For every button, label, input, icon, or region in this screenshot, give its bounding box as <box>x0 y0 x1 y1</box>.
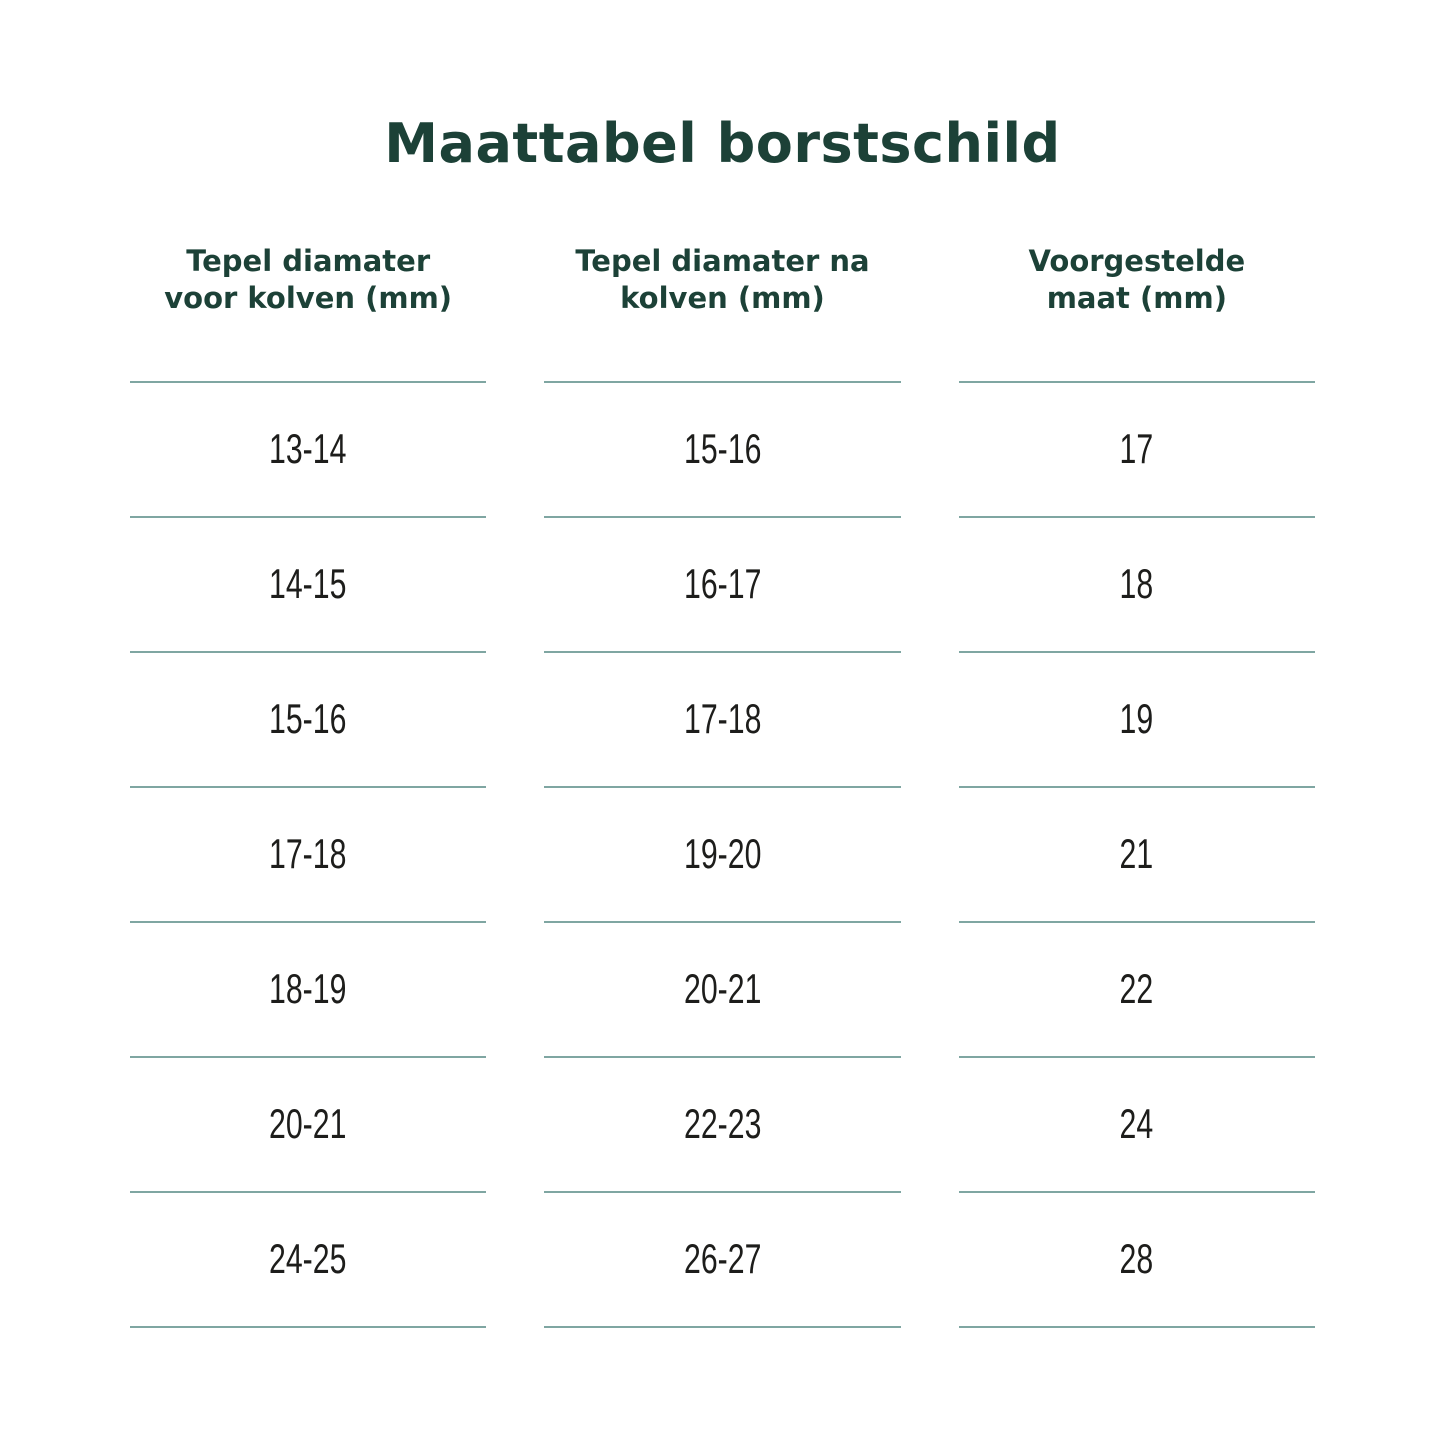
column-header-line-1: Voorgestelde <box>1028 243 1246 278</box>
cell-value: 17-18 <box>683 695 762 743</box>
column-rows: 15-16 16-17 17-18 19-20 20-21 22-23 26-2… <box>544 380 901 1328</box>
cell-value: 19 <box>1120 695 1154 743</box>
table-cell: 22 <box>958 923 1315 1058</box>
column-suggested-size: Voorgestelde maat (mm) 17 18 19 21 22 24… <box>958 243 1315 1328</box>
cell-value: 20-21 <box>269 1100 347 1148</box>
cell-value: 20-21 <box>683 965 762 1013</box>
column-rows: 13-14 14-15 15-16 17-18 18-19 20-21 24-2… <box>130 380 487 1328</box>
cell-value: 19-20 <box>683 830 762 878</box>
column-rows: 17 18 19 21 22 24 28 <box>958 380 1315 1328</box>
column-header-line-1: Tepel diamater na <box>575 243 870 278</box>
table-cell: 26-27 <box>544 1193 901 1328</box>
column-header-line-2: maat (mm) <box>1046 280 1227 315</box>
cell-value: 13-14 <box>269 425 347 473</box>
table-cell: 16-17 <box>544 518 901 653</box>
cell-value: 15-16 <box>683 425 762 473</box>
cell-value: 28 <box>1120 1235 1154 1283</box>
size-table: Tepel diamater voor kolven (mm) 13-14 14… <box>130 243 1315 1328</box>
table-cell: 15-16 <box>544 383 901 518</box>
column-diameter-after-pumping: Tepel diamater na kolven (mm) 15-16 16-1… <box>544 243 901 1328</box>
column-diameter-before-pumping: Tepel diamater voor kolven (mm) 13-14 14… <box>130 243 487 1328</box>
column-header-line-1: Tepel diamater <box>186 243 431 278</box>
table-cell: 18 <box>958 518 1315 653</box>
cell-value: 18-19 <box>269 965 347 1013</box>
table-cell: 19-20 <box>544 788 901 923</box>
table-cell: 17-18 <box>544 653 901 788</box>
table-cell: 28 <box>958 1193 1315 1328</box>
table-cell: 20-21 <box>130 1058 487 1193</box>
cell-value: 24 <box>1120 1100 1154 1148</box>
page-title: Maattabel borstschild <box>384 112 1061 175</box>
table-cell: 18-19 <box>130 923 487 1058</box>
cell-value: 22-23 <box>683 1100 762 1148</box>
cell-value: 24-25 <box>269 1235 347 1283</box>
column-header-line-2: kolven (mm) <box>620 280 825 315</box>
table-cell: 17 <box>958 383 1315 518</box>
cell-value: 14-15 <box>269 560 347 608</box>
table-cell: 20-21 <box>544 923 901 1058</box>
cell-value: 21 <box>1120 830 1154 878</box>
column-header: Voorgestelde maat (mm) <box>959 243 1315 323</box>
table-cell: 21 <box>958 788 1315 923</box>
column-header: Tepel diamater voor kolven (mm) <box>130 243 486 323</box>
table-cell: 15-16 <box>130 653 487 788</box>
table-cell: 13-14 <box>130 383 487 518</box>
column-header-line-2: voor kolven (mm) <box>164 280 453 315</box>
table-cell: 14-15 <box>130 518 487 653</box>
table-cell: 19 <box>958 653 1315 788</box>
cell-value: 16-17 <box>683 560 762 608</box>
cell-value: 26-27 <box>683 1235 762 1283</box>
cell-value: 17 <box>1120 425 1154 473</box>
cell-value: 18 <box>1120 560 1154 608</box>
column-header: Tepel diamater na kolven (mm) <box>544 243 900 323</box>
cell-value: 22 <box>1120 965 1154 1013</box>
table-cell: 17-18 <box>130 788 487 923</box>
table-cell: 22-23 <box>544 1058 901 1193</box>
cell-value: 17-18 <box>269 830 347 878</box>
table-cell: 24 <box>958 1058 1315 1193</box>
table-cell: 24-25 <box>130 1193 487 1328</box>
cell-value: 15-16 <box>269 695 347 743</box>
